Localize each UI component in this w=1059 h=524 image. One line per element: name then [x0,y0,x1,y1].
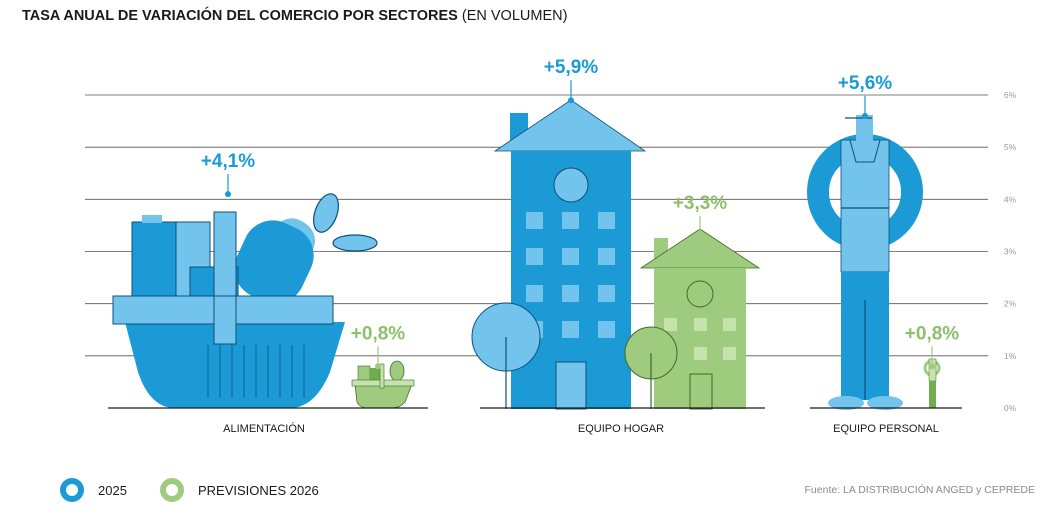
hogar-2026-illustration [624,228,761,410]
y-tick-labels: 0% 1% 2% 3% 4% 5% 6% [1004,90,1017,413]
value-label: +3,3% [673,193,728,214]
callout-dot [929,363,935,370]
personal-2025-illustration [807,115,923,410]
value-label: +5,9% [544,57,599,78]
y-tick-label: 5% [1004,142,1017,152]
chart-canvas: 0% 1% 2% 3% 4% 5% 6% [85,57,1017,435]
y-tick-label: 4% [1004,194,1017,204]
value-label: +5,6% [838,73,893,94]
legend-ring-2026-icon [160,478,184,502]
alimentacion-2025-illustration [112,193,378,408]
category-label: EQUIPO HOGAR [578,423,664,435]
source-note: Fuente: LA DISTRIBUCIÓN ANGED y CEPREDE [804,484,1035,496]
category-label: ALIMENTACIÓN [223,422,305,435]
chart-title: TASA ANUAL DE VARIACIÓN DEL COMERCIO POR… [22,8,567,24]
value-label: +4,1% [201,151,256,172]
y-tick-label: 6% [1004,90,1017,100]
category-label: EQUIPO PERSONAL [833,423,939,435]
legend-ring-2025-icon [60,478,84,502]
y-tick-label: 1% [1004,351,1017,361]
legend-item-2025: 2025 [60,474,127,506]
hogar-2025-illustration [471,99,647,410]
legend-item-2026: PREVISIONES 2026 [160,474,319,506]
y-tick-label: 3% [1004,247,1017,257]
y-tick-label: 2% [1004,299,1017,309]
callout-dot [697,232,703,239]
callout-dot [862,112,868,119]
value-callouts: +4,1% +5,9% +5,6% +0,8% +3,3% +0,8% [201,57,960,370]
category-labels: ALIMENTACIÓN EQUIPO HOGAR EQUIPO PERSONAL [223,422,939,435]
callout-dot [568,97,574,104]
callout-dot [225,191,231,198]
y-tick-label: 0% [1004,403,1017,413]
chart-title-main: TASA ANUAL DE VARIACIÓN DEL COMERCIO POR… [22,8,458,24]
chart-title-sub: (EN VOLUMEN) [461,8,568,24]
value-label: +0,8% [905,323,960,344]
legend-label-2026: PREVISIONES 2026 [198,482,319,498]
legend-label-2025: 2025 [98,482,127,498]
callout-dot [375,363,381,370]
value-label: +0,8% [351,323,406,344]
alimentacion-2026-illustration [351,360,415,409]
